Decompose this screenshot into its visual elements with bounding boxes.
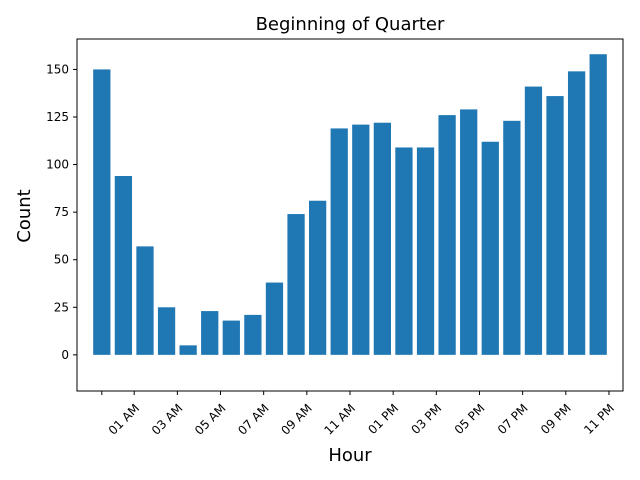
bar-9 — [287, 214, 305, 355]
x-tick-label-8: 03 PM — [409, 401, 445, 437]
x-tick-label-10: 07 PM — [495, 401, 531, 437]
y-tick-label-50: 50 — [54, 253, 69, 267]
plot-area: 0 25 50 75 100 125 150 01 AM 03 AM 05 AM 07 AM 09 A… — [46, 38, 624, 438]
x-tick-label-12: 11 PM — [581, 401, 617, 437]
bar-13 — [373, 122, 391, 355]
bar-16 — [438, 115, 456, 355]
y-tick-label-0: 0 — [61, 348, 69, 362]
bar-5 — [201, 311, 219, 355]
bar-4 — [179, 345, 197, 355]
bar-21 — [546, 96, 564, 355]
bar-1 — [114, 175, 133, 355]
bar-18 — [481, 141, 499, 355]
x-tick-label-1: 01 AM — [106, 401, 143, 438]
y-tick-label-100: 100 — [46, 158, 69, 172]
x-tick-label-3: 05 AM — [192, 401, 229, 438]
x-tick-label-9: 05 PM — [452, 401, 488, 437]
bar-19 — [503, 120, 521, 355]
chart-title: Beginning of Quarter — [256, 14, 445, 35]
y-tick-label-125: 125 — [46, 110, 69, 124]
x-tick-label-2: 03 AM — [149, 401, 186, 438]
y-tick-label-25: 25 — [54, 300, 69, 314]
x-tick-label-4: 07 AM — [235, 401, 272, 438]
bar-7 — [244, 314, 262, 355]
bar-23 — [589, 54, 607, 355]
bar-6 — [222, 320, 240, 355]
bar-22 — [567, 71, 586, 355]
x-tick-label-11: 09 PM — [538, 401, 574, 437]
y-tick-label-75: 75 — [54, 205, 69, 219]
x-axis-label: Hour — [328, 445, 372, 466]
bar-20 — [524, 86, 543, 355]
plot-frame — [76, 38, 624, 392]
x-tick-label-7: 01 PM — [365, 401, 401, 437]
bar-15 — [416, 147, 435, 355]
bar-14 — [395, 147, 413, 355]
bar-0 — [93, 69, 111, 355]
bar-3 — [157, 307, 176, 355]
bar-11 — [330, 128, 348, 355]
y-tick-label-150: 150 — [46, 62, 69, 76]
y-axis-label: Count — [14, 189, 35, 242]
bar-8 — [265, 282, 284, 355]
bar-2 — [136, 246, 154, 355]
bar-12 — [352, 124, 370, 355]
x-tick-label-6: 11 AM — [322, 401, 359, 438]
bar-10 — [309, 200, 327, 355]
bar-17 — [460, 109, 478, 355]
x-tick-label-5: 09 AM — [278, 401, 315, 438]
